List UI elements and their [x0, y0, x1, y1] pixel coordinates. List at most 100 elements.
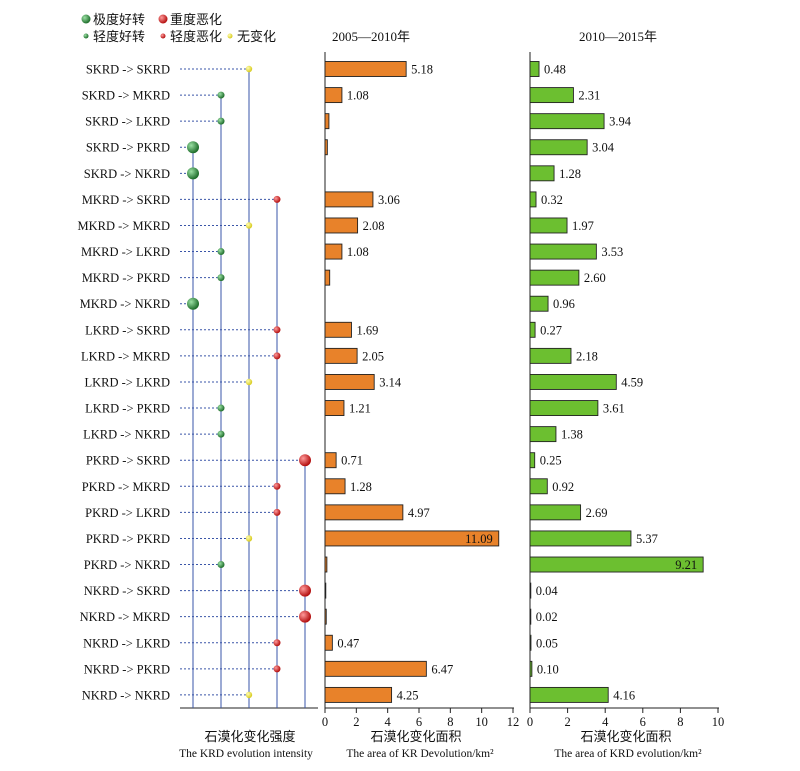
legend-label-severe-worsen: 重度恶化 — [170, 12, 222, 27]
bar — [529, 608, 532, 625]
bar — [529, 165, 555, 182]
bar — [324, 321, 352, 338]
row-label: PKRD -> MKRD — [82, 480, 170, 494]
bar — [529, 634, 532, 651]
row-label: NKRD -> PKRD — [84, 662, 170, 676]
intensity-marker — [245, 378, 253, 386]
bar-value-label: 4.16 — [613, 688, 635, 702]
bar-value-label: 3.06 — [378, 193, 400, 207]
row-label: SKRD -> PKRD — [86, 141, 170, 155]
bar-value-label: 0.04 — [536, 584, 559, 598]
intensity-marker — [187, 141, 199, 154]
legend-marker-extreme-improve — [81, 14, 91, 24]
bar — [324, 374, 375, 390]
bar — [529, 217, 568, 234]
row-label: NKRD -> SKRD — [84, 584, 170, 598]
bar — [324, 660, 427, 677]
bar — [324, 61, 407, 77]
bar-value-label: 1.08 — [347, 89, 369, 103]
bar — [324, 582, 327, 599]
row-label: MKRD -> MKRD — [78, 219, 170, 233]
row-label: SKRD -> SKRD — [86, 63, 170, 77]
bar — [529, 374, 617, 390]
row-label: LKRD -> MKRD — [81, 349, 170, 363]
bar — [529, 87, 574, 104]
p3-xlabel-cn: 石漠化变化面积 — [580, 729, 671, 744]
intensity-marker — [217, 117, 225, 125]
bar — [324, 634, 333, 651]
p2-xlabel-en: The area of KR Devolution/km² — [346, 748, 494, 760]
intensity-marker — [273, 352, 281, 360]
intensity-marker — [217, 561, 225, 569]
intensity-marker — [187, 297, 199, 310]
bar-value-label: 2.31 — [578, 89, 600, 103]
bar — [324, 217, 359, 234]
x-tick-label: 0 — [527, 715, 533, 729]
row-label: NKRD -> MKRD — [80, 610, 170, 624]
bar — [529, 582, 532, 599]
bar-value-label: 0.02 — [536, 610, 558, 624]
bar — [324, 608, 327, 625]
panel-title-2010-2015: 2010—2015年 — [579, 29, 657, 44]
intensity-marker — [273, 195, 281, 203]
bar-value-label: 3.61 — [603, 402, 625, 416]
bars-2010-2015: 0.48 2.31 3.94 3.04 1.28 0.32 1.97 3.53 2.60 0.96… — [529, 61, 704, 703]
bar — [324, 243, 343, 260]
row-label: SKRD -> MKRD — [82, 89, 170, 103]
bar — [324, 556, 328, 573]
bar — [529, 243, 597, 260]
x-tick-label: 2 — [564, 715, 570, 729]
bar — [529, 686, 609, 703]
x-tick-label: 12 — [507, 715, 520, 729]
bars-2005-2010: 5.18 1.08 3.06 2.08 1.08 1.69 2.05 3.14 1.21 0.71… — [324, 61, 500, 703]
intensity-marker — [273, 639, 281, 647]
x-tick-label: 0 — [322, 715, 328, 729]
bar — [529, 400, 599, 416]
p3-xlabel-en: The area of KRD evolution/km² — [554, 748, 702, 760]
bar-value-label: 0.27 — [540, 323, 562, 337]
bar — [529, 139, 588, 156]
legend-label-light-worsen: 轻度恶化 — [170, 29, 222, 44]
bar-value-label: 6.47 — [431, 662, 453, 676]
bar-value-label: 5.37 — [636, 532, 658, 546]
intensity-marker — [245, 222, 253, 229]
bar-value-label: 1.08 — [347, 245, 369, 259]
intensity-marker — [217, 430, 225, 438]
bar — [529, 113, 605, 130]
bar-value-label: 0.32 — [541, 193, 563, 207]
bar — [529, 478, 548, 495]
intensity-marker — [273, 508, 281, 516]
row-label: MKRD -> LKRD — [81, 245, 170, 259]
bar-value-label: 1.97 — [572, 219, 594, 233]
bar — [529, 295, 549, 312]
bar-value-label: 11.09 — [465, 532, 493, 546]
bar-value-label: 2.08 — [363, 219, 385, 233]
intensity-marker — [273, 665, 281, 673]
x-tick-label: 4 — [385, 715, 392, 729]
row-label: LKRD -> NKRD — [83, 428, 170, 442]
bar-value-label: 1.21 — [349, 402, 371, 416]
bar — [324, 686, 393, 703]
bar — [529, 269, 580, 286]
legend-marker-light-worsen — [160, 33, 166, 39]
legend-label-light-improve: 轻度好转 — [93, 29, 145, 44]
bar — [324, 269, 331, 286]
bar-value-label: 0.48 — [544, 63, 566, 77]
bar — [324, 400, 345, 416]
bar-value-label: 1.38 — [561, 428, 583, 442]
bar-value-label: 2.60 — [584, 271, 606, 285]
bar — [324, 478, 346, 495]
row-label: LKRD -> PKRD — [85, 402, 170, 416]
x-tick-label: 10 — [475, 715, 488, 729]
intensity-marker — [217, 91, 225, 99]
intensity-marker — [217, 274, 225, 282]
intensity-marker — [273, 326, 281, 334]
x-tick-label: 2 — [353, 715, 359, 729]
intensity-marker — [273, 482, 281, 490]
bar-value-label: 1.69 — [356, 323, 378, 337]
bar — [529, 347, 572, 364]
row-label: MKRD -> NKRD — [80, 297, 170, 311]
bar — [529, 321, 536, 338]
p2-xlabel-cn: 石漠化变化面积 — [370, 729, 461, 744]
panel-title-2005-2010: 2005—2010年 — [332, 29, 410, 44]
